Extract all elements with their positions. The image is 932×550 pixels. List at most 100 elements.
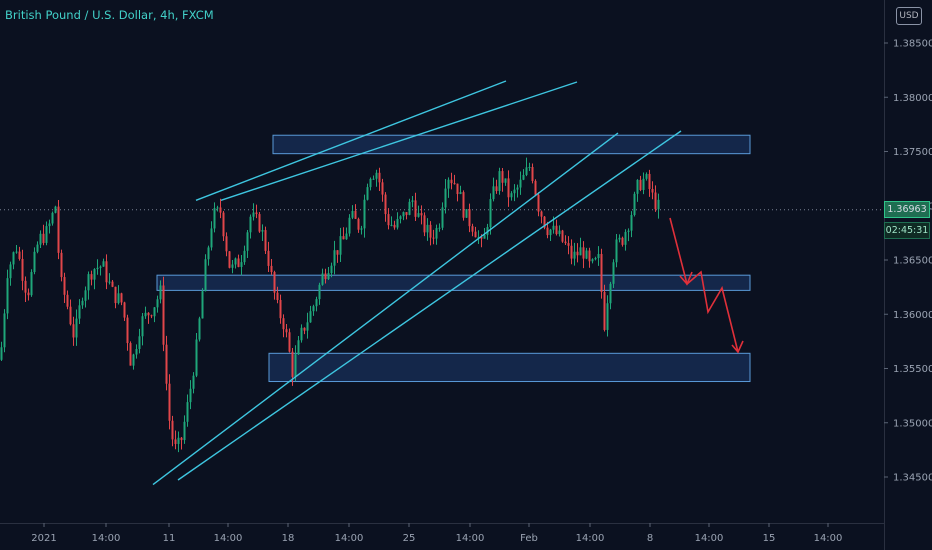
price-tick-label: 1.36500 xyxy=(893,256,932,267)
candle-up xyxy=(402,212,405,217)
candle-down xyxy=(168,383,171,421)
time-tick-label: 14:00 xyxy=(695,533,724,544)
candle-up xyxy=(504,178,507,183)
time-tick-label: 15 xyxy=(763,533,776,544)
candle-down xyxy=(654,192,657,210)
candle-down xyxy=(276,292,279,300)
candle-up xyxy=(510,193,513,198)
candle-down xyxy=(288,332,291,352)
candle-down xyxy=(468,209,471,227)
candle-up xyxy=(135,349,138,355)
candle-down xyxy=(342,236,345,240)
price-tick-label: 1.36000 xyxy=(893,310,932,321)
time-tick-label: 14:00 xyxy=(576,533,605,544)
candle-up xyxy=(573,251,576,259)
candle-up xyxy=(630,215,633,231)
candle-up xyxy=(93,269,96,280)
candle-up xyxy=(309,311,312,323)
candle-up xyxy=(441,207,444,228)
candle-up xyxy=(558,230,561,235)
candle-down xyxy=(450,179,453,184)
projection-path xyxy=(669,217,739,353)
candle-down xyxy=(381,182,384,195)
candle-up xyxy=(78,305,81,319)
candle-down xyxy=(453,183,456,185)
candle-down xyxy=(66,294,69,307)
candle-up xyxy=(186,402,189,422)
price-axis-panel xyxy=(884,0,932,550)
candle-down xyxy=(324,273,327,280)
candle-up xyxy=(363,199,366,229)
time-tick-label: 14:00 xyxy=(214,533,243,544)
candle-down xyxy=(501,171,504,183)
candle-up xyxy=(633,193,636,216)
candle-down xyxy=(126,317,129,344)
symbol-title[interactable]: British Pound / U.S. Dollar, 4h, FXCM xyxy=(5,8,214,22)
candle-down xyxy=(507,178,510,198)
candle-down xyxy=(420,213,423,216)
candle-up xyxy=(339,236,342,255)
candle-down xyxy=(90,274,93,280)
candle-up xyxy=(6,278,9,314)
candle-up xyxy=(252,212,255,217)
candle-up xyxy=(609,283,612,304)
candle-down xyxy=(582,247,585,259)
candle-down xyxy=(63,277,66,295)
candle-up xyxy=(153,307,156,317)
candle-down xyxy=(24,280,27,293)
candle-up xyxy=(156,299,159,308)
candle-up xyxy=(102,261,105,267)
time-tick-label: 14:00 xyxy=(456,533,485,544)
candle-down xyxy=(432,237,435,239)
candle-up xyxy=(552,225,555,230)
candle-down xyxy=(387,214,390,226)
candle-down xyxy=(150,315,153,317)
candle-down xyxy=(651,188,654,193)
time-tick-label: 25 xyxy=(403,533,416,544)
candle-down xyxy=(621,237,624,245)
trendline-upper-channel xyxy=(195,80,507,201)
candle-up xyxy=(183,421,186,441)
candle-down xyxy=(42,233,45,243)
candle-up xyxy=(132,354,135,366)
candle-down xyxy=(72,324,75,338)
candle-up xyxy=(261,230,264,232)
candle-down xyxy=(264,230,267,251)
candle-down xyxy=(21,258,24,281)
candle-up xyxy=(39,233,42,245)
candle-up xyxy=(627,230,630,232)
candle-up xyxy=(249,216,252,233)
candle-up xyxy=(207,247,210,260)
candle-up xyxy=(315,299,318,307)
candle-down xyxy=(588,250,591,262)
candle-down xyxy=(228,251,231,268)
candle-up xyxy=(333,250,336,266)
candle-up xyxy=(522,174,525,180)
candle-down xyxy=(423,215,426,233)
candle-up xyxy=(492,186,495,200)
price-tick-label: 1.35000 xyxy=(893,418,932,429)
currency-badge[interactable]: USD xyxy=(896,7,922,25)
candle-up xyxy=(327,273,330,280)
price-tick-label: 1.37500 xyxy=(893,147,932,158)
candle-up xyxy=(375,172,378,179)
candle-down xyxy=(237,258,240,267)
candle-down xyxy=(69,306,72,325)
candle-up xyxy=(234,258,237,265)
time-tick-label: Feb xyxy=(520,533,538,544)
candle-down xyxy=(567,243,570,246)
candle-down xyxy=(270,265,273,273)
candle-up xyxy=(54,206,57,213)
candle-down xyxy=(531,167,534,181)
trendline-upper-channel xyxy=(220,81,578,201)
candle-up xyxy=(177,437,180,444)
candle-up xyxy=(444,188,447,208)
candle-up xyxy=(213,208,216,229)
candle-up xyxy=(585,250,588,259)
candle-down xyxy=(648,173,651,189)
candle-up xyxy=(45,226,48,243)
candle-down xyxy=(429,224,432,238)
candle-up xyxy=(483,234,486,239)
